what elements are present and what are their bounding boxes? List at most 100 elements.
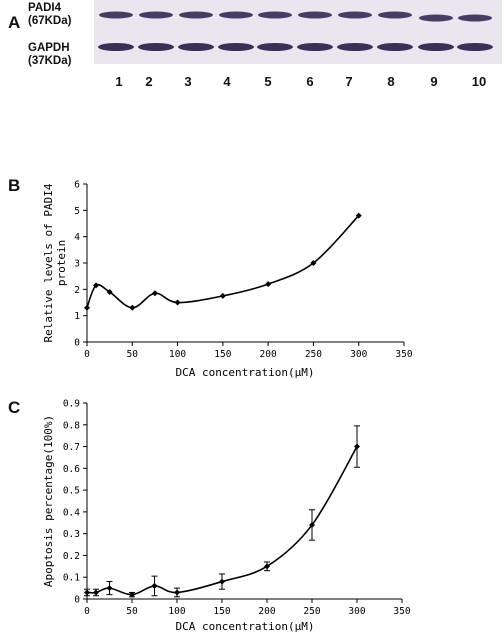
series-line [86, 215, 360, 309]
data-point [129, 304, 136, 311]
y-tick-label: 0.1 [63, 573, 80, 584]
x-tick-label: 250 [303, 606, 320, 617]
x-tick-label: 100 [169, 349, 186, 360]
y-tick-label: 3 [74, 259, 80, 270]
x-tick-label: 0 [84, 349, 90, 360]
lane-number: 10 [471, 74, 487, 89]
data-point [219, 578, 225, 585]
data-point [354, 443, 360, 450]
y-tick-label: 0 [74, 338, 80, 349]
y-tick-label: 0 [74, 595, 80, 606]
lane-number: 2 [145, 74, 153, 89]
lane-number: 4 [223, 74, 231, 89]
x-tick-label: 150 [213, 606, 230, 617]
x-tick-label: 350 [395, 349, 412, 360]
data-point [93, 282, 100, 289]
data-point [355, 212, 362, 219]
x-tick-label: 300 [348, 606, 365, 617]
y-axis-label-line: Relative levels of PADI4 [42, 183, 55, 342]
gapdh-band [257, 43, 293, 51]
y-tick-label: 2 [74, 285, 80, 296]
x-tick-label: 200 [258, 606, 275, 617]
data-point [129, 591, 135, 598]
chart-c-xlabel: DCA concentration(μM) [175, 620, 314, 633]
data-point [106, 585, 113, 592]
x-tick-label: 300 [350, 349, 367, 360]
x-tick-label: 250 [305, 349, 322, 360]
data-point [93, 589, 99, 596]
x-tick-label: 50 [126, 606, 138, 617]
y-tick-label: 0.9 [63, 399, 80, 410]
padi4-band [338, 11, 372, 19]
padi4-band [298, 11, 332, 19]
gapdh-band [377, 43, 413, 51]
chart-c-ylabel: Apoptosis percentage(100%) [42, 415, 55, 587]
lane-number: 7 [345, 74, 353, 89]
lane-number: 1 [115, 74, 123, 89]
y-tick-label: 0.4 [63, 507, 80, 518]
chart-b-padi4-levels: 0 50 100 150 200 250 300 350 0 1 2 3 4 5 6 DCA concent… [42, 180, 413, 380]
y-tick-label: 0.7 [63, 442, 80, 453]
y-tick-label: 6 [74, 180, 80, 191]
data-point [310, 260, 317, 266]
panel-b-letter: B [8, 176, 21, 195]
x-tick-label: 0 [84, 606, 90, 617]
gapdh-size: (37KDa) [28, 55, 72, 67]
blot-background [94, 0, 502, 64]
data-point [264, 563, 270, 570]
western-blot-image [94, 0, 502, 64]
gapdh-band [457, 43, 493, 51]
gapdh-band [178, 43, 214, 51]
gapdh-band [218, 43, 254, 51]
gapdh-label: GAPDH (37KDa) [28, 42, 71, 68]
padi4-band [419, 14, 453, 22]
data-point [84, 304, 90, 311]
data-point [84, 589, 90, 596]
padi4-band [258, 11, 292, 19]
x-tick-label: 150 [214, 349, 231, 360]
y-tick-label: 0.2 [63, 551, 80, 562]
padi4-band [458, 14, 492, 22]
gapdh-band [337, 43, 373, 51]
x-tick-label: 350 [393, 606, 410, 617]
padi4-name: PADI4 [28, 2, 62, 14]
chart-b-xlabel: DCA concentration(μM) [175, 366, 314, 379]
padi4-band [219, 11, 253, 19]
data-point [151, 290, 158, 297]
chart-b-ylabel: Relative levels of PADI4 protein [42, 183, 68, 342]
x-tick-label: 200 [260, 349, 277, 360]
data-point [309, 521, 315, 528]
data-point [174, 589, 180, 596]
y-axis-label-line: Apoptosis percentage(100%) [42, 415, 55, 587]
lane-number: 6 [306, 74, 314, 89]
y-tick-label: 0.3 [63, 529, 80, 540]
data-point [265, 281, 272, 288]
chart-c-apoptosis: 0 50 100 150 200 250 300 350 0 0.1 0.2 0.3 0.4 0.5 0.6… [42, 399, 411, 634]
data-point [151, 582, 158, 589]
gapdh-name: GAPDH [28, 42, 70, 54]
x-tick-label: 50 [127, 349, 139, 360]
gapdh-band [418, 43, 454, 51]
gapdh-band [98, 43, 134, 51]
padi4-band [378, 11, 412, 19]
padi4-band [179, 11, 213, 19]
x-tick-label: 100 [168, 606, 185, 617]
data-point [174, 299, 181, 306]
series-line [86, 446, 358, 596]
padi4-size: (67KDa) [28, 15, 72, 27]
panel-a-letter: A [8, 13, 21, 32]
padi4-band [139, 11, 173, 19]
padi4-label: PADI4 (67KDa) [28, 2, 71, 28]
lane-number: 8 [387, 74, 395, 89]
lane-number: 5 [264, 74, 272, 89]
y-tick-label: 0.8 [63, 420, 80, 431]
gapdh-band [138, 43, 174, 51]
lane-number: 9 [430, 74, 438, 89]
y-tick-label: 5 [74, 206, 80, 217]
y-tick-label: 1 [74, 311, 80, 322]
y-tick-label: 0.6 [63, 464, 80, 475]
data-point [219, 292, 226, 299]
y-axis-label-line: protein [55, 240, 68, 286]
data-point [106, 288, 113, 295]
panel-c-letter: C [8, 398, 21, 417]
